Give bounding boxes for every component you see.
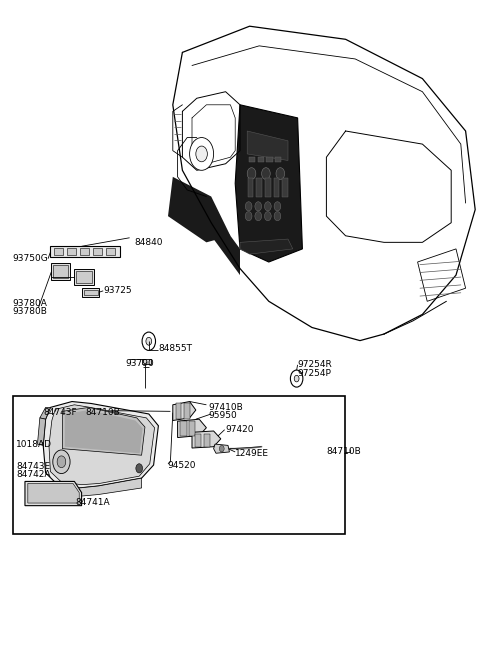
Polygon shape xyxy=(65,410,143,453)
Circle shape xyxy=(274,212,281,221)
Bar xyxy=(13,396,345,534)
Polygon shape xyxy=(82,288,99,297)
Text: 95950: 95950 xyxy=(209,411,238,421)
Polygon shape xyxy=(67,248,76,255)
Circle shape xyxy=(53,450,70,474)
Polygon shape xyxy=(48,478,142,496)
Polygon shape xyxy=(247,131,288,160)
Polygon shape xyxy=(168,177,230,242)
Circle shape xyxy=(196,146,207,162)
Circle shape xyxy=(255,212,262,221)
Circle shape xyxy=(245,212,252,221)
Circle shape xyxy=(255,202,262,211)
Text: 97254P: 97254P xyxy=(298,369,332,378)
Polygon shape xyxy=(142,359,151,364)
Polygon shape xyxy=(204,434,210,447)
Polygon shape xyxy=(418,249,466,301)
Circle shape xyxy=(274,202,281,211)
Polygon shape xyxy=(40,407,50,419)
Polygon shape xyxy=(74,269,94,285)
Text: 84743E: 84743E xyxy=(16,462,50,471)
Circle shape xyxy=(136,464,143,473)
Polygon shape xyxy=(274,178,279,196)
Polygon shape xyxy=(240,239,293,254)
Text: 84743F: 84743F xyxy=(43,408,77,417)
Text: 97410B: 97410B xyxy=(209,403,243,412)
Polygon shape xyxy=(235,105,302,262)
Text: 93780B: 93780B xyxy=(12,307,48,316)
Circle shape xyxy=(290,370,303,387)
Circle shape xyxy=(219,445,224,452)
Polygon shape xyxy=(258,157,264,162)
Polygon shape xyxy=(106,248,115,255)
Text: 93725: 93725 xyxy=(103,286,132,295)
Polygon shape xyxy=(62,407,145,455)
Polygon shape xyxy=(54,248,63,255)
Circle shape xyxy=(294,375,299,382)
Circle shape xyxy=(264,212,271,221)
Text: 97420: 97420 xyxy=(226,425,254,434)
Polygon shape xyxy=(28,483,79,503)
Text: 84840: 84840 xyxy=(134,238,163,247)
Circle shape xyxy=(247,168,256,179)
Polygon shape xyxy=(248,178,253,196)
Circle shape xyxy=(142,332,156,350)
Polygon shape xyxy=(50,246,120,257)
Text: 93780A: 93780A xyxy=(12,299,48,308)
Polygon shape xyxy=(93,248,102,255)
Polygon shape xyxy=(25,481,82,506)
Polygon shape xyxy=(84,290,98,295)
Text: 1018AD: 1018AD xyxy=(16,440,52,449)
Circle shape xyxy=(264,202,271,211)
Polygon shape xyxy=(282,178,288,196)
Polygon shape xyxy=(249,157,255,162)
Circle shape xyxy=(146,337,152,345)
Polygon shape xyxy=(178,419,206,438)
Text: 84855T: 84855T xyxy=(158,344,192,353)
Polygon shape xyxy=(53,265,68,278)
Polygon shape xyxy=(51,263,70,280)
Text: 84741A: 84741A xyxy=(76,498,110,507)
Polygon shape xyxy=(37,418,46,445)
Polygon shape xyxy=(180,421,187,436)
Polygon shape xyxy=(265,178,271,196)
Polygon shape xyxy=(189,421,195,436)
Polygon shape xyxy=(176,403,181,419)
Polygon shape xyxy=(49,405,155,485)
Polygon shape xyxy=(275,157,281,162)
Text: 84710B: 84710B xyxy=(326,447,361,457)
Polygon shape xyxy=(80,248,89,255)
Circle shape xyxy=(245,202,252,211)
Circle shape xyxy=(190,138,214,170)
Polygon shape xyxy=(266,157,273,162)
Text: 1249EE: 1249EE xyxy=(235,449,269,458)
Circle shape xyxy=(57,456,66,468)
Circle shape xyxy=(276,168,285,179)
Text: 97254R: 97254R xyxy=(298,360,332,369)
Text: 93790: 93790 xyxy=(126,359,155,368)
Text: 84710B: 84710B xyxy=(85,408,120,417)
Text: 94520: 94520 xyxy=(167,460,195,470)
Polygon shape xyxy=(184,403,190,419)
Polygon shape xyxy=(76,271,92,283)
Text: 84742A: 84742A xyxy=(16,470,51,479)
Polygon shape xyxy=(192,431,221,448)
Polygon shape xyxy=(211,210,240,275)
Polygon shape xyxy=(173,402,196,421)
Circle shape xyxy=(262,168,270,179)
Polygon shape xyxy=(256,178,262,196)
Polygon shape xyxy=(214,444,229,453)
Text: 93750G: 93750G xyxy=(12,254,48,263)
Polygon shape xyxy=(43,402,158,488)
Polygon shape xyxy=(195,434,201,447)
